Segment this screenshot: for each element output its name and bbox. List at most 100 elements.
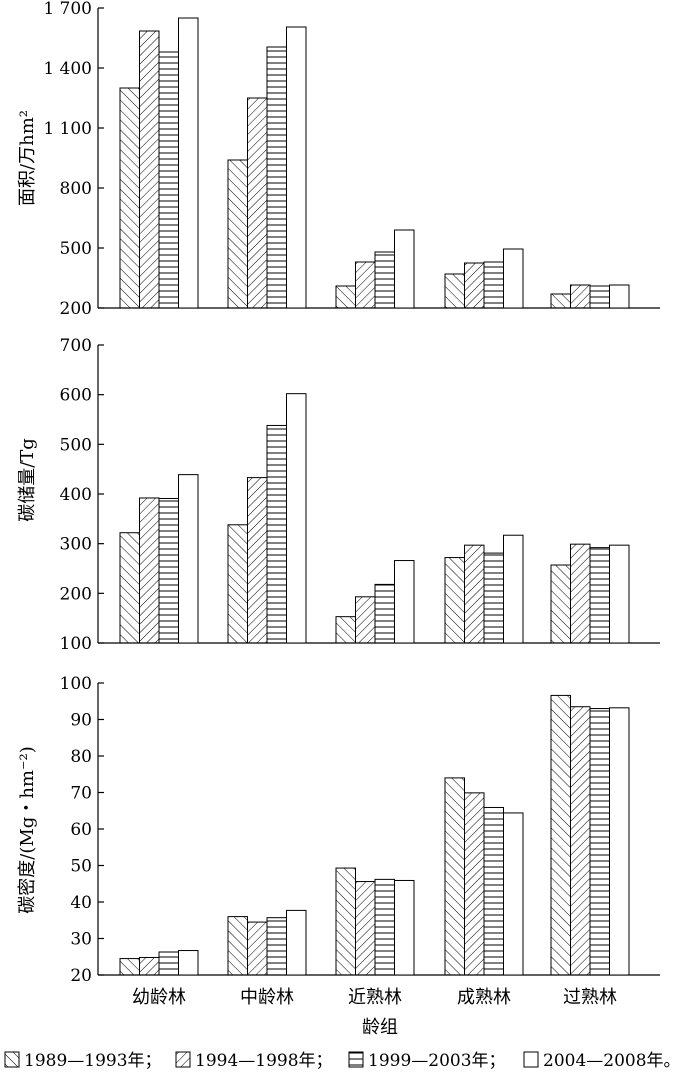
bar-s2004 [503,248,524,309]
bar-s1989 [335,285,356,309]
bar-s2004 [286,909,307,976]
bar-s1999 [374,251,395,309]
bar-s2004 [394,229,415,309]
bar-s1999 [266,46,287,309]
bar-s2004 [503,534,524,644]
y-tick-label: 60 [70,820,92,840]
bar-s1994 [139,956,160,976]
bar-s1994 [464,544,485,644]
y-tick-label: 700 [60,336,92,356]
bar-s1989 [227,524,248,644]
bar-s1994 [247,477,268,644]
y-tick-label: 1 700 [43,0,92,19]
bar-s1994 [139,497,160,644]
y-tick-label: 70 [70,784,92,804]
y-tick-label: 90 [70,711,92,731]
bar-s2004 [503,812,524,976]
bar-s1989 [227,159,248,309]
y-tick-label: 500 [60,239,92,259]
legend-swatch-s1989 [4,1051,20,1068]
bar-s1994 [355,261,376,309]
bar-s1999 [374,583,395,644]
bar-s1999 [158,951,179,976]
bar-s1994 [570,284,591,309]
bar-s1989 [444,557,465,644]
bar-s2004 [394,560,415,644]
legend-label: 1994—1998年； [195,1051,333,1071]
bar-s1994 [570,706,591,976]
bar-s1999 [483,806,504,976]
legend-swatch-s2004 [523,1051,539,1068]
bar-s1994 [355,596,376,644]
bar-s1999 [589,708,610,976]
bar-s2004 [394,879,415,976]
y-tick-label: 500 [60,435,92,455]
legend: 1989—1993年； 1994—1998年； 1999—2003年； 2004—20… [4,1051,681,1071]
carbon-density-chart-panel: 20 30 40 50 60 70 80 90 100 碳密度/(Mg・hm⁻²) [17,674,660,986]
bar-s1994 [464,792,485,976]
bar-s1994 [355,881,376,976]
bar-s1999 [266,917,287,976]
bar-s1999 [266,424,287,644]
y-tick-label: 80 [70,747,92,767]
y-tick-label: 40 [70,893,92,913]
bar-s1989 [227,916,248,976]
bar-s1989 [119,958,140,976]
y-tick-label: 200 [60,584,92,604]
bar-s1999 [158,497,179,644]
bar-s2004 [609,284,630,309]
y-tick-label: 600 [60,386,92,406]
bar-s2004 [178,950,199,976]
category-label: 幼龄林 [132,987,186,1008]
bar-s1989 [335,616,356,644]
bar-s1999 [483,552,504,644]
legend-swatch-s1999 [348,1051,364,1068]
area-chart-panel: 200 500 800 1 100 1 400 1 700 面积/万hm² [17,0,660,319]
bar-s1989 [444,777,465,976]
x-axis-title: 龄组 [362,1017,398,1038]
bar-s1999 [158,51,179,309]
carbon-storage-chart-panel: 100 200 300 400 500 600 700 碳储量/Tg [17,336,660,654]
bar-s1989 [550,564,571,644]
y-tick-label: 400 [60,485,92,505]
bar-s2004 [178,474,199,644]
y-axis-title: 碳密度/(Mg・hm⁻²) [17,746,38,913]
bar-s1999 [483,261,504,309]
bar-s2004 [286,26,307,309]
y-tick-label: 300 [60,535,92,555]
y-tick-label: 800 [60,179,92,199]
y-tick-label: 1 400 [43,59,92,79]
bar-s1994 [139,30,160,309]
bar-s1994 [464,262,485,309]
bar-s2004 [178,17,199,309]
bar-s2004 [286,393,307,644]
bar-s1999 [589,285,610,309]
y-tick-label: 100 [60,634,92,654]
bar-s1994 [247,921,268,976]
legend-label: 1989—1993年； [24,1051,162,1071]
legend-label: 1999—2003年； [368,1051,506,1071]
category-label: 成熟林 [457,987,511,1008]
bar-s1989 [119,532,140,644]
y-axis-title: 面积/万hm² [17,110,38,206]
legend-swatch-s1994 [175,1051,191,1068]
y-axis-title: 碳储量/Tg [17,438,38,522]
y-tick-label: 100 [60,674,92,694]
bar-s1994 [247,97,268,309]
bar-s2004 [609,707,630,976]
y-tick-label: 1 100 [43,119,92,139]
y-tick-label: 20 [70,966,92,986]
bar-s2004 [609,544,630,644]
category-label: 近熟林 [348,987,402,1008]
bar-s1989 [550,293,571,309]
category-axis-labels: 幼龄林 中龄林 近熟林 成熟林 过熟林 [132,987,617,1008]
category-label: 中龄林 [240,987,294,1008]
y-tick-label: 30 [70,930,92,950]
bar-s1999 [374,878,395,976]
bar-s1989 [444,273,465,309]
bar-s1989 [335,867,356,976]
category-label: 过熟林 [563,987,617,1008]
bar-s1994 [570,543,591,644]
bar-s1999 [589,547,610,644]
